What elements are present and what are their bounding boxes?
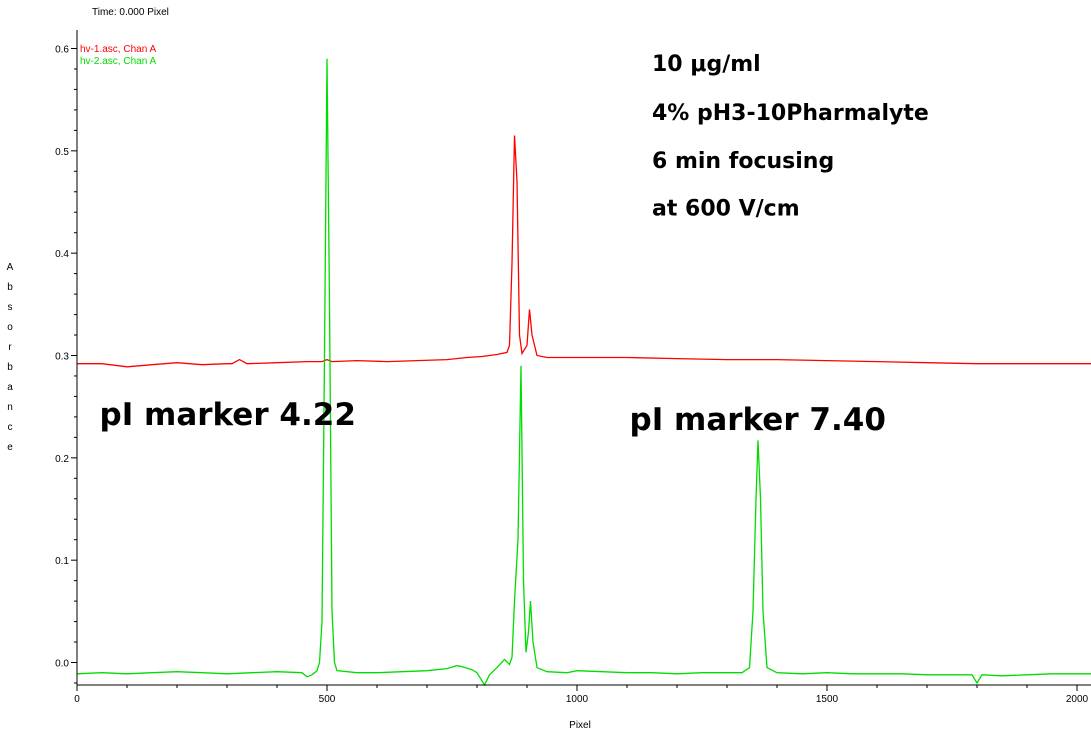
- y-tick-label: 0.2: [55, 454, 69, 465]
- y-tick-label: 0.5: [55, 147, 69, 158]
- legend-entry-2: hv-2.asc, Chan A: [80, 56, 156, 67]
- annotation-conditions-1: 10 μg/ml: [652, 52, 761, 77]
- axes: 0 500 1000 1500 2000 0.0 0.1 0.2 0.3 0.4 0.5 0.6 P…: [7, 30, 1091, 731]
- series-line-1: [77, 135, 1091, 368]
- y-axis-ticks: 0.0 0.1 0.2 0.3 0.4 0.5 0.6: [55, 45, 77, 684]
- y-axis-title-letter: o: [7, 322, 13, 333]
- y-tick-label: 0.4: [55, 249, 69, 260]
- x-tick-label: 1500: [816, 694, 839, 705]
- annotation-pi-marker-high: pI marker 7.40: [630, 402, 886, 438]
- y-axis-title-letter: b: [7, 282, 13, 293]
- y-axis-title-letter: s: [8, 302, 13, 313]
- y-tick-label: 0.1: [55, 556, 69, 567]
- annotation-conditions-4: at 600 V/cm: [652, 196, 800, 221]
- y-axis-title-letter: b: [7, 362, 13, 373]
- y-axis-title-letter: n: [7, 402, 13, 413]
- series-line-2: [76, 58, 1091, 687]
- legend: hv-1.asc, Chan Ahv-2.asc, Chan A: [80, 44, 156, 67]
- y-tick-label: 0.6: [55, 45, 69, 56]
- time-readout: Time: 0.000 Pixel: [92, 7, 169, 18]
- y-axis-title-letter: e: [7, 442, 13, 453]
- x-axis-title: Pixel: [569, 720, 591, 731]
- y-axis-title-letter: c: [8, 422, 13, 433]
- x-tick-label: 2000: [1066, 694, 1089, 705]
- annotation-conditions-2: 4% pH3-10Pharmalyte: [652, 101, 929, 126]
- legend-entry-1: hv-1.asc, Chan A: [80, 44, 156, 55]
- x-axis-ticks: 0 500 1000 1500 2000: [74, 685, 1089, 705]
- y-axis-title-letter: A: [7, 262, 14, 273]
- y-axis-title-letter: a: [7, 382, 13, 393]
- x-tick-label: 0: [74, 694, 80, 705]
- annotation-pi-marker-low: pI marker 4.22: [100, 397, 356, 433]
- y-tick-label: 0.3: [55, 352, 69, 363]
- y-tick-label: 0.0: [55, 659, 69, 670]
- annotations: 10 μg/ml 4% pH3-10Pharmalyte 6 min focusin…: [100, 52, 929, 438]
- x-tick-label: 500: [319, 694, 336, 705]
- annotation-conditions-3: 6 min focusing: [652, 149, 834, 174]
- x-tick-label: 1000: [566, 694, 589, 705]
- plot-series: [76, 58, 1091, 687]
- y-axis-title-letter: r: [8, 342, 12, 353]
